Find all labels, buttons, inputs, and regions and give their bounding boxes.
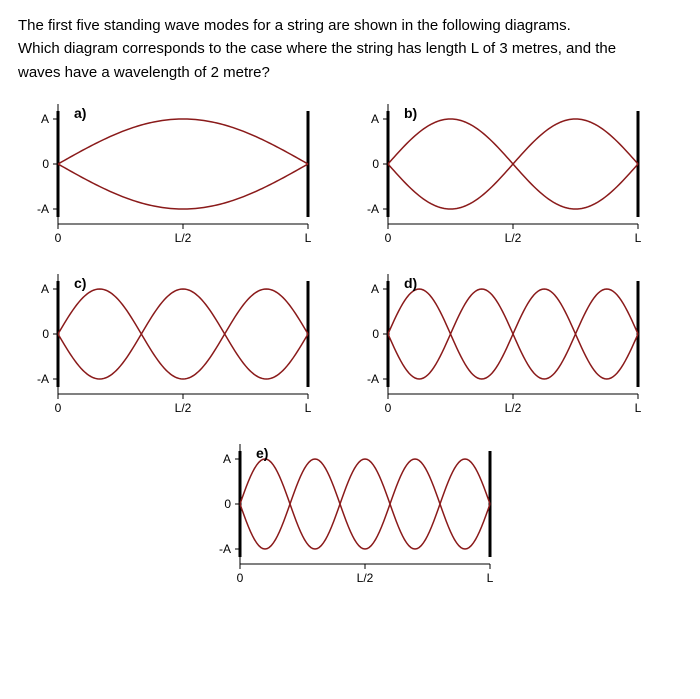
svg-text:0: 0: [372, 157, 379, 171]
svg-text:0: 0: [237, 571, 244, 585]
svg-text:L/2: L/2: [175, 401, 192, 415]
panel-a: A 0 -A 0 L/2 La): [18, 94, 318, 264]
row-3: A 0 -A 0 L/2 Le): [18, 434, 682, 604]
svg-text:L: L: [635, 401, 642, 415]
svg-text:L/2: L/2: [505, 401, 522, 415]
svg-text:A: A: [41, 112, 49, 126]
svg-text:0: 0: [42, 157, 49, 171]
svg-text:L/2: L/2: [357, 571, 374, 585]
svg-text:-A: -A: [367, 202, 379, 216]
svg-text:A: A: [371, 282, 379, 296]
svg-text:0: 0: [385, 231, 392, 245]
svg-text:L/2: L/2: [505, 231, 522, 245]
q-line1: The first five standing wave modes for a…: [18, 17, 571, 34]
svg-text:A: A: [41, 282, 49, 296]
svg-text:d): d): [404, 275, 417, 291]
q-line2: Which diagram corresponds to the case wh…: [18, 40, 616, 57]
svg-text:0: 0: [372, 327, 379, 341]
svg-text:-A: -A: [37, 202, 49, 216]
svg-text:-A: -A: [367, 372, 379, 386]
svg-text:-A: -A: [219, 542, 231, 556]
svg-text:-A: -A: [37, 372, 49, 386]
panel-c: A 0 -A 0 L/2 Lc): [18, 264, 318, 434]
svg-text:A: A: [371, 112, 379, 126]
svg-text:0: 0: [55, 231, 62, 245]
panel-e: A 0 -A 0 L/2 Le): [200, 434, 500, 604]
svg-text:0: 0: [224, 497, 231, 511]
svg-text:0: 0: [385, 401, 392, 415]
svg-text:e): e): [256, 445, 268, 461]
svg-text:L: L: [305, 401, 312, 415]
question-text: The first five standing wave modes for a…: [18, 14, 682, 84]
row-1: A 0 -A 0 L/2 La) A 0 -A 0 L/2 Lb): [18, 94, 682, 264]
svg-text:L: L: [635, 231, 642, 245]
panel-d: A 0 -A 0 L/2 Ld): [348, 264, 648, 434]
svg-text:b): b): [404, 105, 417, 121]
q-line3: waves have a wavelength of 2 metre?: [18, 64, 270, 81]
svg-text:0: 0: [55, 401, 62, 415]
svg-text:A: A: [223, 452, 231, 466]
svg-text:a): a): [74, 105, 86, 121]
svg-text:L/2: L/2: [175, 231, 192, 245]
panel-b: A 0 -A 0 L/2 Lb): [348, 94, 648, 264]
svg-text:0: 0: [42, 327, 49, 341]
svg-text:c): c): [74, 275, 86, 291]
row-2: A 0 -A 0 L/2 Lc) A 0 -A 0 L/2 Ld): [18, 264, 682, 434]
svg-text:L: L: [487, 571, 494, 585]
svg-text:L: L: [305, 231, 312, 245]
